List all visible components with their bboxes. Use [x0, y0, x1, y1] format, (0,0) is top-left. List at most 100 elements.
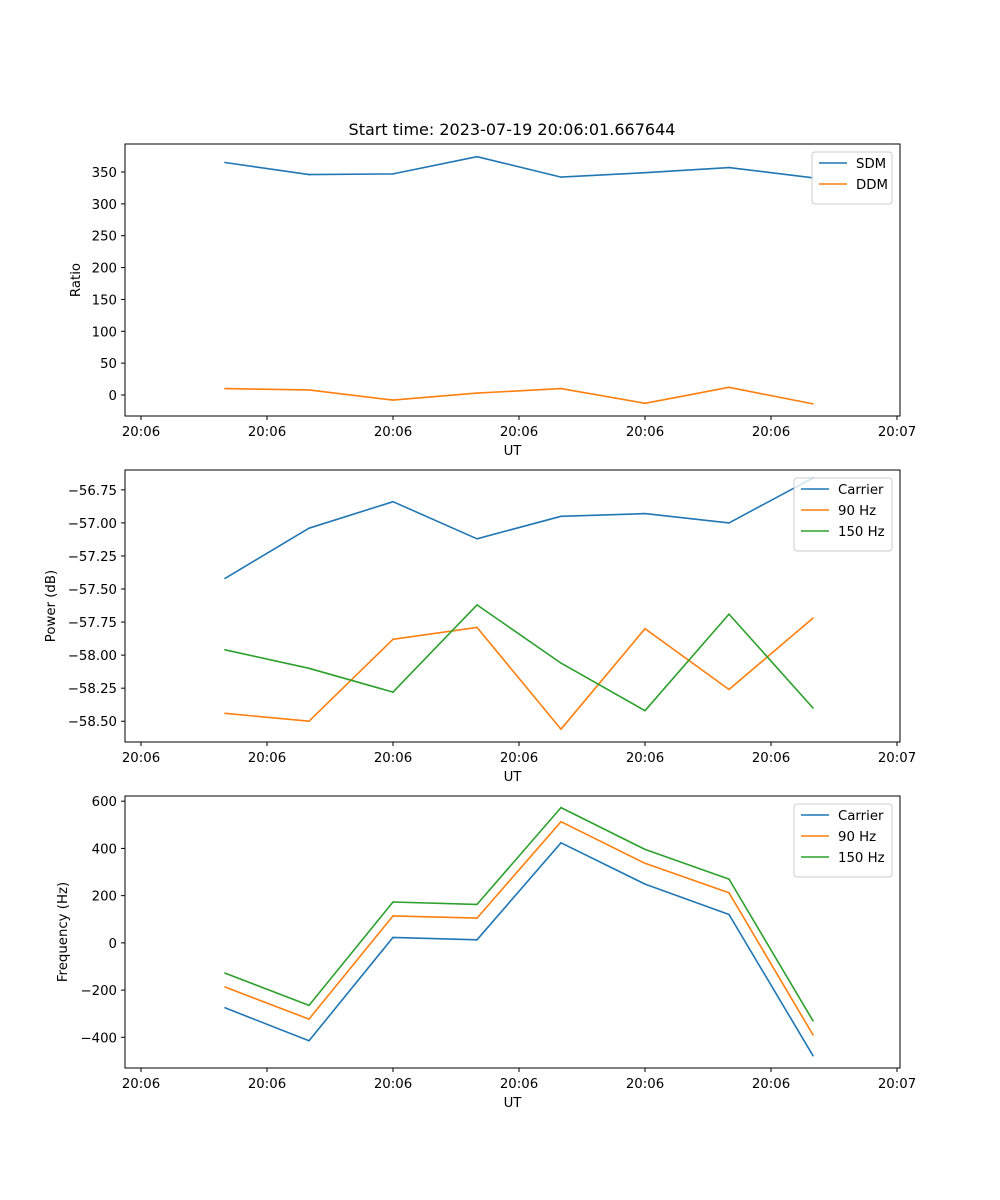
data-point — [560, 841, 562, 844]
data-point — [560, 176, 562, 178]
series-line-carrier — [224, 477, 814, 580]
power-panel: 20:06 20:06 20:06 20:06 20:06 20:06 20:07 UT −58… — [44, 469, 916, 785]
data-point — [224, 161, 226, 164]
data-point — [392, 638, 394, 641]
x-tick-label: 20:06 — [500, 751, 538, 766]
axes-frame — [124, 143, 901, 417]
x-tick-label: 20:06 — [248, 751, 286, 766]
series-line-90-hz — [224, 617, 814, 731]
legend-label: DDM — [856, 178, 888, 193]
x-tick-label: 20:06 — [752, 425, 790, 440]
legend-box — [793, 477, 893, 552]
legend-box — [793, 803, 893, 878]
data-point — [224, 972, 226, 974]
legend-label: 150 Hz — [838, 525, 885, 540]
data-point — [392, 691, 394, 693]
x-tick-label: 20:06 — [752, 1077, 790, 1092]
data-point — [224, 577, 226, 580]
data-point — [644, 512, 646, 515]
data-point — [476, 938, 478, 941]
series-line-sdm — [224, 155, 814, 179]
y-tick-label: −57.25 — [68, 550, 117, 565]
data-point — [476, 392, 478, 394]
x-axis-label: UT — [504, 444, 523, 459]
y-tick-label: 200 — [92, 890, 117, 905]
x-tick-label: 20:06 — [122, 751, 160, 766]
x-tick-label: 20:06 — [374, 1077, 412, 1092]
data-point — [224, 986, 226, 988]
y-tick-label: −56.75 — [68, 484, 117, 499]
data-point — [728, 522, 730, 524]
legend-label: Carrier — [838, 483, 884, 498]
data-point — [728, 913, 730, 916]
x-tick-label: 20:06 — [248, 425, 286, 440]
frequency-panel: 20:06 20:06 20:06 20:06 20:06 20:06 20:07 UT −40… — [56, 795, 916, 1111]
y-tick-label: −58.50 — [68, 715, 117, 730]
y-tick-label: 0 — [109, 937, 117, 952]
y-tick-label: 150 — [92, 293, 117, 308]
data-point — [308, 1040, 310, 1042]
data-point — [476, 917, 478, 919]
y-tick-label: −57.75 — [68, 616, 117, 631]
legend-label: 90 Hz — [838, 504, 876, 519]
legend: Carrier 90 Hz 150 Hz — [793, 477, 893, 552]
data-point — [728, 878, 730, 880]
x-tick-label: 20:06 — [626, 1077, 664, 1092]
y-tick-label: 300 — [92, 198, 117, 213]
data-point — [224, 649, 226, 651]
y-tick-label: −58.25 — [68, 682, 117, 697]
data-point — [560, 806, 562, 809]
series-line-150-hz — [224, 806, 814, 1022]
data-point — [392, 915, 394, 917]
data-point — [476, 604, 478, 606]
data-point — [812, 403, 814, 405]
x-tick-label: 20:06 — [374, 425, 412, 440]
x-tick-label: 20:06 — [626, 425, 664, 440]
legend-label: SDM — [856, 157, 886, 172]
x-axis-label: UT — [504, 770, 523, 785]
data-point — [812, 1034, 814, 1036]
ratio-panel: 20:06 20:06 20:06 20:06 20:06 20:06 20:07 UT 0 50… — [69, 143, 916, 459]
y-axis-label: Ratio — [69, 263, 84, 297]
legend-label: Carrier — [838, 809, 884, 824]
data-point — [476, 626, 478, 629]
axes-frame — [124, 795, 901, 1069]
series-line-carrier — [224, 841, 814, 1057]
data-point — [308, 527, 310, 529]
data-point — [644, 627, 646, 630]
x-axis-label: UT — [504, 1096, 523, 1111]
x-tick-label: 20:06 — [752, 751, 790, 766]
y-tick-label: 600 — [92, 795, 117, 810]
y-axis-label: Power (dB) — [44, 570, 59, 642]
data-point — [812, 617, 814, 619]
data-point — [812, 1054, 814, 1057]
data-point — [644, 402, 646, 405]
data-point — [728, 613, 730, 615]
y-tick-label: 250 — [92, 230, 117, 245]
y-tick-label: −58.00 — [68, 649, 117, 664]
data-point — [224, 387, 226, 390]
y-tick-label: 0 — [109, 389, 117, 404]
x-tick-label: 20:07 — [878, 1077, 916, 1092]
x-tick-label: 20:06 — [626, 751, 664, 766]
x-tick-label: 20:06 — [374, 751, 412, 766]
data-point — [476, 903, 478, 906]
data-point — [812, 1019, 814, 1022]
data-point — [224, 1006, 226, 1009]
data-point — [644, 883, 646, 885]
data-point — [644, 171, 646, 174]
data-point — [728, 892, 730, 894]
data-point — [560, 820, 562, 823]
legend-box — [811, 151, 893, 205]
series-line-ddm — [224, 386, 814, 405]
data-point — [308, 667, 310, 670]
x-tick-label: 20:06 — [122, 425, 160, 440]
series-line-150-hz — [224, 604, 814, 712]
data-point — [728, 688, 730, 691]
x-tick-label: 20:06 — [248, 1077, 286, 1092]
data-point — [560, 515, 562, 518]
data-point — [392, 901, 394, 903]
x-tick-label: 20:07 — [878, 425, 916, 440]
data-point — [308, 1018, 310, 1020]
legend-label: 150 Hz — [838, 851, 885, 866]
